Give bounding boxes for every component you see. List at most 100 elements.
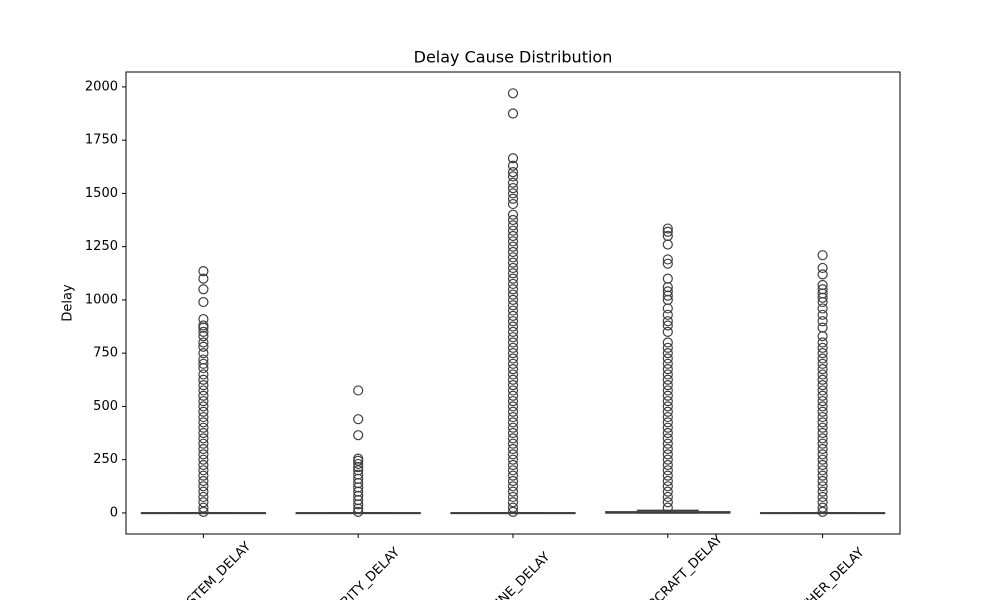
outlier xyxy=(198,481,209,492)
outlier xyxy=(353,430,364,441)
outlier xyxy=(662,449,673,460)
outlier xyxy=(817,401,828,412)
outlier xyxy=(662,465,673,476)
outlier xyxy=(817,427,828,439)
outlier xyxy=(198,491,209,503)
outlier xyxy=(507,278,519,290)
outlier xyxy=(507,236,519,247)
outlier xyxy=(507,316,519,327)
outlier xyxy=(662,443,673,455)
outlier xyxy=(507,417,519,428)
outlier xyxy=(817,438,828,449)
outlier xyxy=(507,353,519,364)
outlier xyxy=(507,438,519,449)
outlier xyxy=(353,385,364,396)
outlier xyxy=(507,443,519,455)
outlier xyxy=(507,364,519,375)
outlier xyxy=(198,284,209,295)
outlier xyxy=(198,502,209,513)
outlier xyxy=(198,443,209,455)
outlier xyxy=(662,385,673,396)
outlier xyxy=(507,380,519,391)
outlier xyxy=(507,177,519,188)
outlier xyxy=(507,220,519,231)
outlier xyxy=(817,395,828,407)
outlier xyxy=(662,254,673,265)
outlier xyxy=(662,348,673,359)
outlier xyxy=(662,395,673,407)
outlier xyxy=(507,230,519,242)
outlier xyxy=(507,449,519,460)
outlier xyxy=(817,470,828,481)
outlier xyxy=(198,438,209,449)
outlier xyxy=(353,469,364,480)
outlier xyxy=(507,459,519,471)
outlier xyxy=(198,296,209,308)
outlier xyxy=(817,475,828,487)
outlier xyxy=(507,491,519,503)
outlier xyxy=(198,465,209,476)
outlier xyxy=(662,459,673,471)
outlier xyxy=(662,286,673,297)
outlier xyxy=(817,369,828,380)
outlier xyxy=(817,486,828,497)
outlier xyxy=(507,257,519,268)
outlier xyxy=(817,390,828,401)
outlier xyxy=(198,454,209,465)
outlier xyxy=(817,417,828,428)
outlier xyxy=(817,269,828,280)
outlier xyxy=(662,364,673,375)
outlier xyxy=(817,443,828,455)
outlier xyxy=(817,364,828,375)
outlier xyxy=(507,88,519,99)
outlier xyxy=(817,342,828,353)
outlier xyxy=(507,300,519,311)
outlier xyxy=(198,497,209,508)
outlier xyxy=(353,458,364,470)
outlier xyxy=(662,433,673,444)
outlier xyxy=(662,481,673,492)
outlier xyxy=(507,481,519,492)
y-tick-label: 250 xyxy=(93,452,118,467)
outlier xyxy=(198,341,209,352)
outlier xyxy=(662,486,673,497)
outlier xyxy=(198,401,209,412)
outlier xyxy=(198,380,209,391)
outlier xyxy=(817,279,828,291)
outlier xyxy=(198,320,209,331)
outlier xyxy=(507,342,519,353)
outlier xyxy=(198,475,209,487)
outlier xyxy=(507,406,519,417)
outlier xyxy=(817,316,828,327)
outlier xyxy=(198,390,209,401)
outlier xyxy=(198,470,209,481)
outlier xyxy=(662,417,673,428)
outlier xyxy=(507,326,519,337)
outlier xyxy=(507,497,519,508)
outlier xyxy=(507,411,519,423)
outlier xyxy=(662,258,673,269)
outlier xyxy=(198,433,209,444)
outlier xyxy=(507,214,519,226)
outlier xyxy=(662,342,673,353)
outlier xyxy=(662,380,673,391)
outlier xyxy=(817,433,828,444)
outlier xyxy=(507,385,519,396)
outlier xyxy=(507,475,519,487)
outlier xyxy=(507,246,519,258)
outlier xyxy=(507,332,519,343)
outlier xyxy=(507,390,519,401)
outlier xyxy=(662,491,673,503)
y-tick-label: 2000 xyxy=(85,79,118,94)
outlier xyxy=(507,160,519,171)
outlier xyxy=(507,225,519,236)
outlier xyxy=(662,369,673,380)
outlier xyxy=(662,422,673,433)
outlier xyxy=(198,348,209,359)
outlier xyxy=(817,250,828,261)
outlier xyxy=(507,369,519,380)
outlier xyxy=(198,354,209,365)
outlier xyxy=(817,374,828,385)
outlier xyxy=(507,198,519,210)
